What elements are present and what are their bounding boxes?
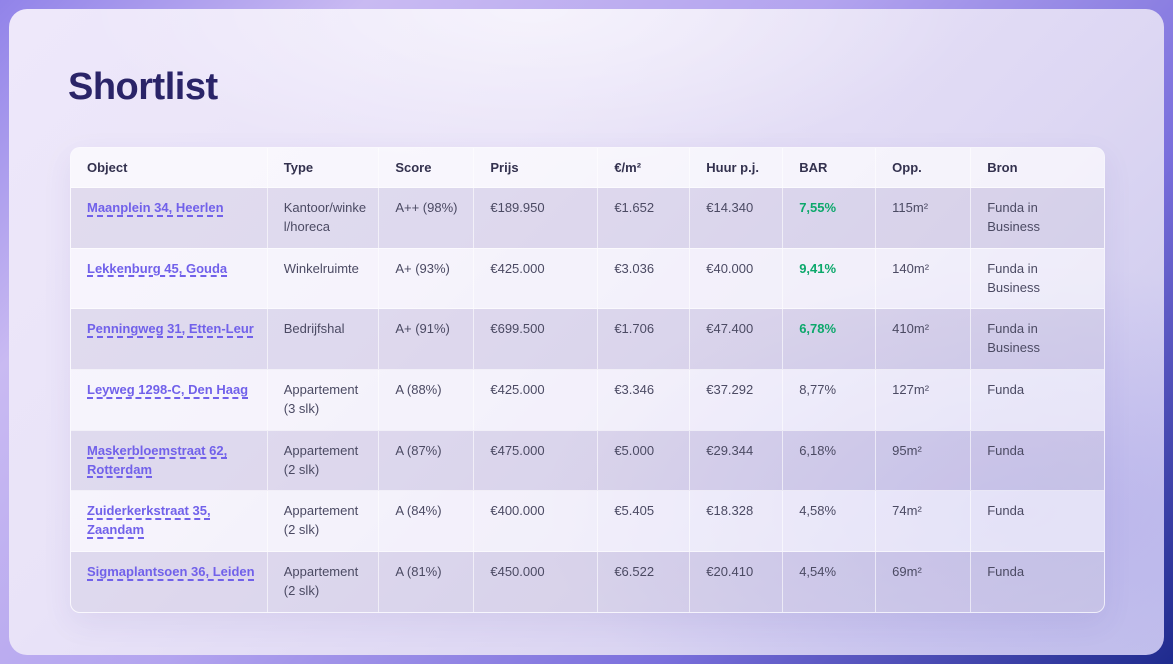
cell-prijs: €699.500	[473, 308, 598, 370]
object-link[interactable]: Penningweg 31, Etten-Leur	[87, 321, 254, 337]
object-link[interactable]: Zuiderkerkstraat 35, Zaandam	[87, 503, 211, 538]
cell-object: Penningweg 31, Etten-Leur	[71, 309, 267, 370]
cell-bar: 6,78%	[782, 308, 876, 370]
cell-prijs: €475.000	[473, 430, 598, 491]
column-header-bar: BAR	[782, 148, 876, 188]
column-header-object: Object	[87, 160, 128, 175]
column-header-huur-pj: Huur p.j.	[689, 148, 783, 188]
cell-bar: 4,54%	[782, 551, 876, 612]
cell-type: Bedrijfshal	[266, 308, 379, 370]
cell-opp: 140m²	[875, 248, 971, 309]
cell-bron: Funda	[970, 369, 1104, 431]
cell-opp: 69m²	[875, 551, 971, 612]
cell-object: Maskerbloemstraat 62, Rotterdam	[71, 430, 267, 491]
cell-object: Lekkenburg 45, Gouda	[71, 248, 267, 309]
cell-score: A (87%)	[378, 430, 474, 491]
cell-score: A+ (91%)	[378, 308, 474, 370]
column-header-eur-m2: €/m²	[597, 148, 690, 188]
cell-huur_pj: €37.292	[689, 369, 783, 431]
shortlist-table: Object Type Score Prijs €/m² Huur p.j. B…	[70, 147, 1105, 613]
column-header-opp: Opp.	[875, 148, 971, 188]
cell-type: Appartement (2 slk)	[266, 551, 379, 612]
object-link[interactable]: Maanplein 34, Heerlen	[87, 200, 224, 215]
table-header-row: Object Type Score Prijs €/m² Huur p.j. B…	[71, 148, 1104, 188]
cell-bron: Funda	[970, 430, 1104, 491]
cell-huur_pj: €47.400	[689, 308, 783, 370]
cell-bar: 8,77%	[782, 369, 876, 431]
shortlist-table-grid: Object Type Score Prijs €/m² Huur p.j. B…	[71, 148, 1104, 612]
cell-type: Kantoor/winkel/horeca	[266, 187, 379, 249]
column-header-type: Type	[266, 148, 379, 188]
cell-eur_m2: €1.652	[597, 187, 690, 249]
cell-object: Sigmaplantsoen 36, Leiden	[71, 552, 267, 612]
cell-opp: 74m²	[875, 490, 971, 552]
cell-bron: Funda in Business	[970, 248, 1104, 309]
cell-eur_m2: €3.036	[597, 248, 690, 309]
cell-prijs: €425.000	[473, 248, 598, 309]
cell-eur_m2: €3.346	[597, 369, 690, 431]
cell-huur_pj: €20.410	[689, 551, 783, 612]
cell-opp: 95m²	[875, 430, 971, 491]
cell-opp: 127m²	[875, 369, 971, 431]
object-link[interactable]: Maskerbloemstraat 62, Rotterdam	[87, 442, 228, 477]
object-link[interactable]: Sigmaplantsoen 36, Leiden	[87, 564, 255, 580]
object-link[interactable]: Lekkenburg 45, Gouda	[87, 260, 228, 276]
cell-object: Leyweg 1298-C, Den Haag	[71, 370, 267, 431]
column-header-score: Score	[378, 148, 474, 188]
cell-type: Appartement (3 slk)	[266, 369, 379, 431]
table-row: Leyweg 1298-C, Den Haag Appartement (3 sl…	[71, 369, 1104, 431]
cell-bron: Funda	[970, 490, 1104, 552]
cell-opp: 115m²	[875, 187, 971, 249]
cell-huur_pj: €18.328	[689, 490, 783, 552]
cell-prijs: €425.000	[473, 369, 598, 431]
table-row: Lekkenburg 45, Gouda Winkelruimte A+ (93%)…	[71, 248, 1104, 309]
cell-object: Maanplein 34, Heerlen	[71, 188, 267, 249]
cell-score: A++ (98%)	[378, 187, 474, 249]
table-body: Maanplein 34, Heerlen Kantoor/winkel/hore…	[71, 187, 1104, 612]
cell-score: A (81%)	[378, 551, 474, 612]
cell-bar: 6,18%	[782, 430, 876, 491]
cell-bar: 9,41%	[782, 248, 876, 309]
content-card: Shortlist Object Type Score Prijs	[9, 9, 1164, 655]
cell-type: Winkelruimte	[266, 248, 379, 309]
cell-huur_pj: €14.340	[689, 187, 783, 249]
table-row: Zuiderkerkstraat 35, Zaandam Appartement …	[71, 490, 1104, 552]
table-row: Maskerbloemstraat 62, Rotterdam Apparteme…	[71, 430, 1104, 491]
cell-prijs: €189.950	[473, 187, 598, 249]
cell-score: A (84%)	[378, 490, 474, 552]
cell-eur_m2: €1.706	[597, 308, 690, 370]
cell-eur_m2: €6.522	[597, 551, 690, 612]
object-link[interactable]: Leyweg 1298-C, Den Haag	[87, 382, 249, 398]
column-header-prijs: Prijs	[473, 148, 598, 188]
cell-opp: 410m²	[875, 308, 971, 370]
cell-bron: Funda in Business	[970, 187, 1104, 249]
cell-score: A (88%)	[378, 369, 474, 431]
table-row: Penningweg 31, Etten-Leur Bedrijfshal A+ (…	[71, 308, 1104, 370]
cell-bar: 7,55%	[782, 187, 876, 249]
cell-bron: Funda	[970, 551, 1104, 612]
column-header-bron: Bron	[970, 148, 1104, 188]
cell-bar: 4,58%	[782, 490, 876, 552]
page-title: Shortlist	[68, 66, 218, 108]
cell-huur_pj: €40.000	[689, 248, 783, 309]
cell-prijs: €450.000	[473, 551, 598, 612]
cell-type: Appartement (2 slk)	[266, 490, 379, 552]
table-row: Sigmaplantsoen 36, Leiden Appartement (2 …	[71, 551, 1104, 612]
cell-eur_m2: €5.000	[597, 430, 690, 491]
table-row: Maanplein 34, Heerlen Kantoor/winkel/hore…	[71, 187, 1104, 249]
cell-object: Zuiderkerkstraat 35, Zaandam	[71, 491, 267, 552]
cell-eur_m2: €5.405	[597, 490, 690, 552]
cell-huur_pj: €29.344	[689, 430, 783, 491]
cell-score: A+ (93%)	[378, 248, 474, 309]
cell-prijs: €400.000	[473, 490, 598, 552]
cell-bron: Funda in Business	[970, 308, 1104, 370]
cell-type: Appartement (2 slk)	[266, 430, 379, 491]
